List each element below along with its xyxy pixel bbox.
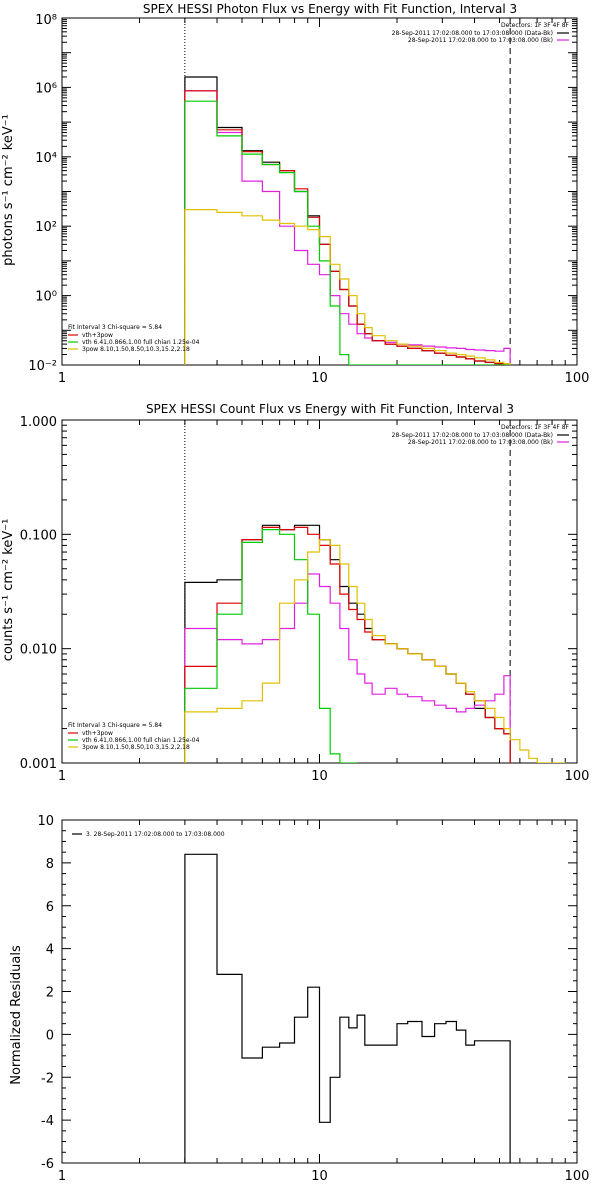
photon-flux-legend-detectors: Detectors: 1F 3F 4F 8F bbox=[501, 22, 570, 29]
residuals-legend-label: 3. 28-Sep-2011 17:02:08.000 to 17:03:08.… bbox=[86, 831, 225, 838]
photon-flux-y-tick-label: 10⁶ bbox=[35, 81, 57, 96]
photon-flux-y-tick-label: 10⁰ bbox=[35, 290, 57, 305]
count-flux-y-tick-label: 0.010 bbox=[20, 643, 57, 658]
count-flux-x-tick-label: 1 bbox=[58, 769, 66, 784]
photon-flux-y-tick-label: 10⁴ bbox=[35, 151, 57, 166]
count-flux-legend-fit-title: Fit Interval 3 Chi-square = 5.84 bbox=[68, 722, 162, 729]
photon-flux-series-group bbox=[184, 76, 511, 365]
residuals-x-tick-label: 10 bbox=[311, 1169, 328, 1184]
photon-flux-series-vth bbox=[184, 100, 511, 365]
count-flux-legend-entry-label: 28-Sep-2011 17:02:08.000 to 17:03:08.000… bbox=[408, 439, 553, 446]
residuals-y-tick-label: 8 bbox=[46, 857, 54, 872]
residuals-y-tick-label: -2 bbox=[41, 1071, 54, 1086]
residuals-y-tick-label: 6 bbox=[46, 900, 54, 915]
count-flux-legend-fit-label: vth 6.41,0.866,1.00 full chian 1.25e-04 bbox=[82, 737, 200, 744]
residuals-x-tick-label: 100 bbox=[565, 1169, 590, 1184]
photon-flux-x-tick-label: 10 bbox=[311, 371, 328, 386]
count-flux-series-vth-3pow bbox=[184, 526, 511, 763]
photon-flux-panel: SPEX HESSI Photon Flux vs Energy with Fi… bbox=[1, 2, 589, 386]
residuals-y-tick-label: 2 bbox=[46, 986, 54, 1001]
photon-flux-x-tick-label: 100 bbox=[565, 371, 590, 386]
residuals-y-axis-label: Normalized Residuals bbox=[9, 945, 24, 1085]
photon-flux-legend-fit-label: vth+3pow bbox=[82, 332, 113, 339]
photon-flux-legend-fit-label: vth 6.41,0.866,1.00 full chian 1.25e-04 bbox=[82, 339, 200, 346]
photon-flux-series-bk bbox=[184, 90, 511, 365]
photon-flux-legend-entry-label: 28-Sep-2011 17:02:08.000 to 17:03:08.000… bbox=[408, 37, 553, 44]
photon-flux-series-3pow bbox=[184, 209, 511, 365]
count-flux-y-tick-label: 0.100 bbox=[20, 528, 57, 543]
photon-flux-y-tick-label: 10² bbox=[35, 220, 57, 235]
residuals-series-group bbox=[184, 853, 511, 1163]
count-flux-legend-fit-label: 3pow 8.10,1.50,8.50,10.3,15.2,2.18 bbox=[82, 744, 190, 751]
photon-flux-title: SPEX HESSI Photon Flux vs Energy with Fi… bbox=[143, 2, 517, 16]
residuals-y-tick-label: -4 bbox=[41, 1114, 54, 1129]
count-flux-y-tick-label: 0.001 bbox=[20, 757, 57, 772]
photon-flux-y-axis-label: photons s⁻¹ cm⁻² keV⁻¹ bbox=[1, 114, 16, 266]
count-flux-x-tick-label: 10 bbox=[311, 769, 328, 784]
count-flux-series-3pow bbox=[184, 539, 566, 763]
photon-flux-series-data-bk bbox=[184, 76, 511, 365]
residuals-series-3-28-sep-2011-17-02-08-000-to-17-03-08-000 bbox=[184, 853, 511, 1163]
residuals-y-tick-label: 0 bbox=[46, 1028, 54, 1043]
count-flux-series-group bbox=[184, 524, 566, 763]
count-flux-legend-fit-label: vth+3pow bbox=[82, 730, 113, 737]
count-flux-legend-detectors: Detectors: 1F 3F 4F 8F bbox=[501, 424, 570, 431]
count-flux-y-tick-label: 1.000 bbox=[20, 415, 57, 430]
residuals-panel: Normalized Residuals 1 10 100 -6 -4 -2 0 2 4 6 8 10… bbox=[9, 814, 589, 1184]
count-flux-x-tick-label: 100 bbox=[565, 769, 590, 784]
photon-flux-y-tick-label: 10⁸ bbox=[35, 13, 57, 28]
residuals-y-tick-label: -6 bbox=[41, 1157, 54, 1172]
photon-flux-y-tick-label: 10⁻² bbox=[28, 359, 57, 374]
count-flux-panel: SPEX HESSI Count Flux vs Energy with Fit… bbox=[1, 402, 589, 784]
count-flux-y-axis-label: counts s⁻¹ cm⁻² keV⁻¹ bbox=[1, 519, 16, 662]
count-flux-series-vth bbox=[184, 529, 358, 763]
count-flux-title: SPEX HESSI Count Flux vs Energy with Fit… bbox=[146, 402, 514, 416]
residuals-y-tick-label: 4 bbox=[46, 943, 54, 958]
residuals-x-tick-label: 1 bbox=[58, 1169, 66, 1184]
photon-flux-axes-frame bbox=[61, 17, 578, 366]
photon-flux-legend-fit-title: Fit Interval 3 Chi-square = 5.84 bbox=[68, 324, 162, 331]
photon-flux-x-tick-label: 1 bbox=[58, 371, 66, 386]
photon-flux-legend-entry-label: 28-Sep-2011 17:02:08.000 to 17:03:08.000… bbox=[392, 30, 553, 37]
residuals-y-tick-label: 10 bbox=[37, 814, 54, 829]
count-flux-legend-entry-label: 28-Sep-2011 17:02:08.000 to 17:03:08.000… bbox=[392, 432, 553, 439]
photon-flux-legend-fit-label: 3pow 8.10,1.50,8.50,10.3,15.2,2.18 bbox=[82, 346, 190, 353]
count-flux-axes-frame bbox=[61, 419, 578, 764]
count-flux-series-data-bk bbox=[184, 524, 511, 763]
